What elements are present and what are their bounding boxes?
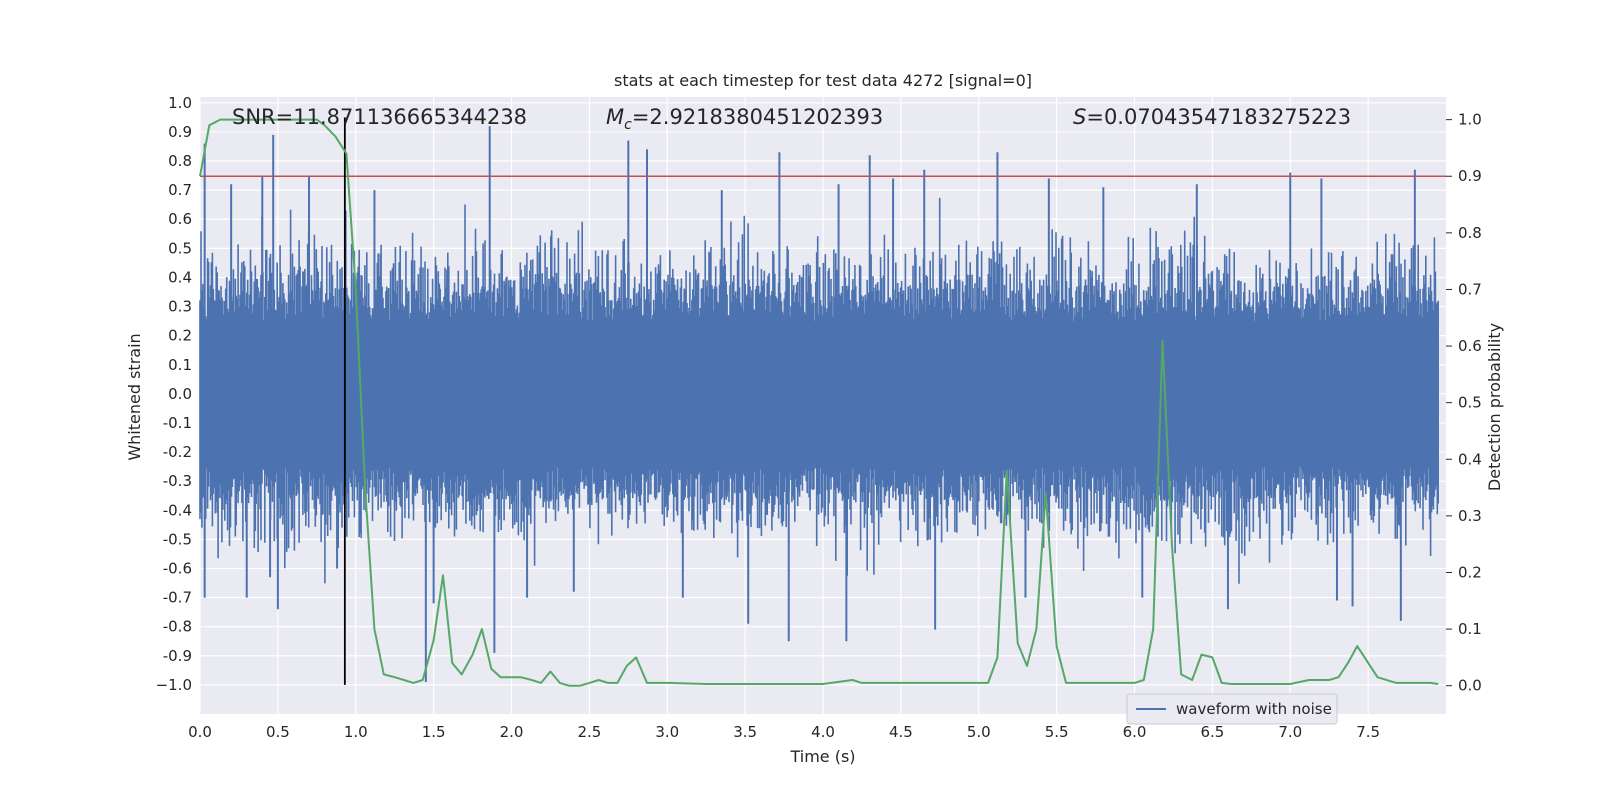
x-tick-label: 0.5 [266, 723, 290, 741]
x-tick-label: 2.0 [500, 723, 524, 741]
y-tick-label: -0.4 [163, 501, 192, 519]
y-tick-label: −1.0 [156, 676, 192, 694]
y-right-tick-label: 0.3 [1458, 507, 1482, 525]
x-tick-label: 7.5 [1356, 723, 1380, 741]
x-axis-label: Time (s) [789, 747, 855, 766]
y-tick-label: -0.8 [163, 618, 192, 636]
y-tick-label: -0.9 [163, 647, 192, 665]
y-tick-label: -0.1 [163, 414, 192, 432]
y-tick-label: 1.0 [168, 94, 192, 112]
y-tick-label: 0.5 [168, 239, 192, 257]
x-tick-label: 1.5 [422, 723, 446, 741]
x-tick-label: 5.0 [967, 723, 991, 741]
snr-annotation: SNR=11.871136665344238 [232, 105, 527, 129]
y-right-tick-label: 0.6 [1458, 337, 1482, 355]
y-right-tick-label: 0.2 [1458, 563, 1482, 581]
y-tick-label: 0.8 [168, 152, 192, 170]
y-right-tick-label: 0.1 [1458, 620, 1482, 638]
y-tick-label: -0.6 [163, 559, 192, 577]
y-right-tick-label: 0.7 [1458, 280, 1482, 298]
waveform-series [199, 126, 1439, 682]
chirp-mass-value: =2.9218380451202393 [632, 105, 883, 129]
x-tick-label: 0.0 [188, 723, 212, 741]
y-tick-label: 0.4 [168, 268, 192, 286]
y-tick-label: -0.7 [163, 589, 192, 607]
x-tick-label: 2.5 [577, 723, 601, 741]
s-symbol: S [1073, 105, 1086, 129]
y-tick-label: 0.6 [168, 210, 192, 228]
y-right-tick-label: 0.8 [1458, 224, 1482, 242]
y-tick-label: 0.7 [168, 181, 192, 199]
x-tick-label: 3.0 [655, 723, 679, 741]
tick-labels: 0.0 0.5 1.0 1.5 2.0 2.5 3.0 3.5 4.0 4.5 5.0 5.5 6.0 6… [156, 94, 1482, 741]
y-right-tick-label: 0.4 [1458, 450, 1482, 468]
x-tick-label: 4.5 [889, 723, 913, 741]
chart-title: stats at each timestep for test data 427… [614, 71, 1032, 90]
y-right-axis-label: Detection probability [1485, 323, 1504, 491]
x-tick-label: 6.0 [1123, 723, 1147, 741]
y-right-tick-label: 0.5 [1458, 394, 1482, 412]
legend-box [1126, 693, 1338, 725]
waveform-core [200, 324, 1439, 464]
x-tick-label: 3.5 [733, 723, 757, 741]
overlay-lines [199, 117, 1446, 687]
x-tick-label: 6.5 [1200, 723, 1224, 741]
y-tick-label: -0.3 [163, 472, 192, 490]
y-right-tick-label: 0.9 [1458, 167, 1482, 185]
chirp-mass-symbol: M [606, 105, 624, 129]
y-tick-label: -0.2 [163, 443, 192, 461]
y-tick-label: 0.9 [168, 123, 192, 141]
legend-entry: waveform with noise [1176, 700, 1332, 718]
chirp-mass-subscript: c [624, 117, 632, 133]
x-tick-label: 4.0 [811, 723, 835, 741]
y-tick-label: -0.5 [163, 530, 192, 548]
y-axis-label: Whitened strain [125, 333, 144, 460]
y-right-tick-label: 1.0 [1458, 111, 1482, 129]
y-tick-label: 0.0 [168, 385, 192, 403]
detection-probability-line [199, 118, 1439, 687]
x-tick-label: 7.0 [1278, 723, 1302, 741]
y-right-tick-label: 0.0 [1458, 677, 1482, 695]
s-value: =0.07043547183275223 [1086, 105, 1351, 129]
s-annotation: S=0.07043547183275223 [1073, 105, 1351, 129]
y-tick-label: 0.1 [168, 356, 192, 374]
x-tick-label: 5.5 [1045, 723, 1069, 741]
y-tick-label: 0.3 [168, 298, 192, 316]
x-tick-label: 1.0 [344, 723, 368, 741]
chirp-mass-annotation: Mc=2.9218380451202393 [606, 105, 883, 133]
legend: waveform with noise [1126, 693, 1338, 725]
y-tick-label: 0.2 [168, 327, 192, 345]
